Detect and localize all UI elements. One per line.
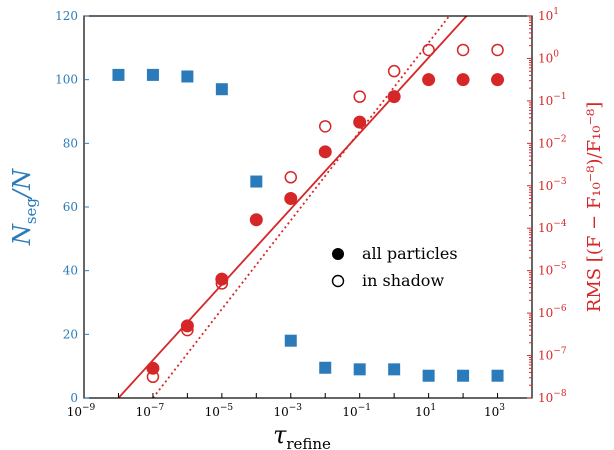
y-left-tick-label: 120 xyxy=(55,9,78,23)
y-right-tick-label: 10−3 xyxy=(538,177,567,193)
y-right-tick-label: 100 xyxy=(538,49,559,65)
data-point-square xyxy=(181,70,194,83)
data-point-all-particles xyxy=(249,213,263,227)
data-point-square xyxy=(284,334,297,347)
data-point-all-particles xyxy=(215,272,229,286)
legend-marker-open xyxy=(331,274,345,288)
data-point-in-shadow xyxy=(215,277,229,290)
data-point-all-particles xyxy=(180,319,194,333)
y-right-tick-label: 10−6 xyxy=(538,304,567,320)
y-right-tick-label: 10−4 xyxy=(538,219,567,235)
fit-line-solid xyxy=(117,16,468,398)
y-left-tick-label: 0 xyxy=(70,391,78,405)
y-left-tick-label: 100 xyxy=(55,73,78,87)
data-point-all-particles xyxy=(353,115,367,129)
data-point-in-shadow xyxy=(284,171,298,184)
data-point-in-shadow xyxy=(250,213,263,226)
y-left-tick-label: 40 xyxy=(63,264,78,278)
data-point-square xyxy=(319,361,332,374)
y-right-tick-label: 10−7 xyxy=(538,347,567,363)
y-right-tick-label: 10−5 xyxy=(538,262,567,278)
x-tick-label: 10−9 xyxy=(67,403,96,419)
data-point-square xyxy=(112,68,125,81)
x-tick-label: 101 xyxy=(415,403,436,419)
legend-label: all particles xyxy=(362,244,458,263)
data-point-all-particles xyxy=(422,73,436,87)
y-left-tick-label: 80 xyxy=(63,136,78,150)
data-point-in-shadow xyxy=(146,370,160,384)
data-point-in-shadow xyxy=(318,120,332,133)
y-right-tick-label: 101 xyxy=(538,7,559,23)
x-tick-label: 10−5 xyxy=(205,403,234,419)
data-point-in-shadow xyxy=(456,43,470,57)
y-left-tick-label: 60 xyxy=(63,200,78,214)
data-point-in-shadow xyxy=(353,90,366,103)
data-point-square xyxy=(146,68,159,81)
data-point-in-shadow xyxy=(491,43,504,57)
data-point-all-particles xyxy=(318,145,332,159)
data-point-in-shadow xyxy=(387,64,401,78)
data-point-in-shadow xyxy=(422,43,435,57)
y-right-tick-label: 10−2 xyxy=(538,134,567,150)
y-right-axis-title: RMS [(F − F₁₀⁻⁸)/F₁₀⁻⁸] xyxy=(584,102,605,312)
x-tick-label: 10−3 xyxy=(273,403,302,419)
x-tick-label: 10−7 xyxy=(136,403,165,419)
y-right-tick-label: 10−8 xyxy=(538,389,567,405)
data-point-in-shadow xyxy=(181,323,194,337)
fit-line-dotted xyxy=(152,16,451,398)
y-left-axis-title: Nseg/N xyxy=(8,168,40,246)
y-right-tick-label: 10−1 xyxy=(538,92,567,108)
legend: all particles in shadow xyxy=(331,244,458,290)
data-point-square xyxy=(457,369,470,382)
data-point-all-particles xyxy=(387,90,401,104)
x-tick-label: 10−1 xyxy=(342,403,371,419)
legend-label: in shadow xyxy=(362,271,444,290)
data-point-all-particles xyxy=(491,73,505,87)
legend-marker-filled xyxy=(332,248,344,260)
data-point-all-particles xyxy=(456,73,470,87)
data-point-square xyxy=(215,83,228,96)
y-left-tick-label: 20 xyxy=(63,327,78,341)
data-point-all-particles xyxy=(284,192,298,206)
data-point-square xyxy=(250,175,263,188)
data-point-square xyxy=(422,369,435,382)
data-point-square xyxy=(388,363,401,376)
data-point-square xyxy=(353,363,366,376)
x-tick-label: 103 xyxy=(484,403,505,419)
x-axis-title: τrefine xyxy=(273,421,331,450)
data-point-square xyxy=(491,369,504,382)
